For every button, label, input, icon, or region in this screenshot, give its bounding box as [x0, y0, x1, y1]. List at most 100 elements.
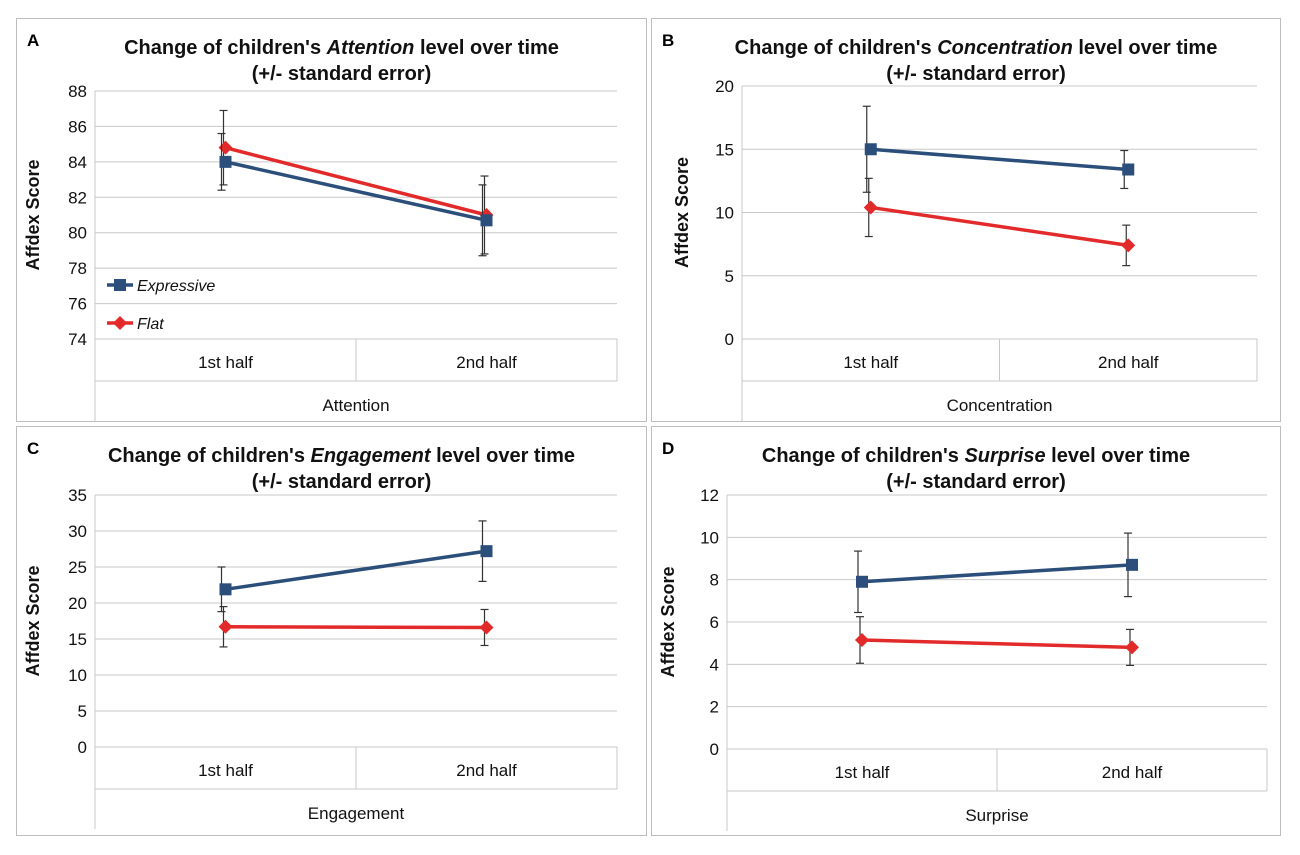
x-tick-label: 2nd half [456, 761, 517, 780]
series-line-flat [870, 205, 1129, 248]
x-axis-label: Surprise [965, 806, 1028, 825]
x-axis-label: Concentration [947, 396, 1053, 415]
y-tick-label: 88 [68, 82, 87, 101]
y-tick-label: 82 [68, 188, 87, 207]
series-line-expressive [870, 147, 1129, 172]
y-tick-label: 25 [68, 558, 87, 577]
y-tick-label: 84 [68, 153, 87, 172]
y-tick-label: 20 [68, 594, 87, 613]
x-axis-label: Attention [322, 396, 389, 415]
chart-title-pre: Change of children's [761, 445, 965, 467]
y-tick-label: 10 [700, 528, 719, 547]
chart-panel-engagement: C Change of children's Engagement level … [16, 426, 647, 836]
chart-title: Change of children's Concentration level… [692, 35, 1260, 87]
legend-marker-expressive [114, 279, 126, 291]
data-point-expressive [1122, 163, 1135, 176]
y-axis-label: Affdex Score [672, 157, 692, 268]
series-line-flat [225, 145, 487, 217]
data-point-expressive [480, 214, 493, 227]
y-tick-label: 20 [715, 77, 734, 96]
legend-label: Expressive [137, 278, 215, 295]
y-tick-label: 4 [710, 655, 719, 674]
chart-subtitle: (+/- standard error) [251, 471, 432, 493]
chart-panel-concentration: B Change of children's Concentration lev… [651, 18, 1281, 422]
y-tick-label: 0 [710, 740, 719, 759]
data-point-flat [855, 632, 869, 647]
series-line-expressive [861, 563, 1133, 584]
x-tick-label: 1st half [843, 353, 898, 372]
x-tick-label: 2nd half [1102, 763, 1163, 782]
legend-label: Flat [137, 316, 164, 333]
chart-title-pre: Change of children's [124, 37, 327, 59]
y-tick-label: 12 [700, 486, 719, 505]
y-tick-label: 5 [725, 267, 734, 286]
chart-plot: 74 76 78 80 82 84 86 88 1st half 2nd half Attentio… [23, 82, 618, 421]
data-point-flat [1125, 640, 1139, 655]
data-point-flat [863, 200, 878, 215]
x-tick-label: 2nd half [1098, 353, 1159, 372]
chart-title-emphasis: Attention [326, 37, 415, 59]
y-tick-label: 76 [68, 295, 87, 314]
chart-title-pre: Change of children's [734, 37, 938, 59]
data-point-expressive [219, 583, 232, 596]
data-point-expressive [864, 143, 877, 156]
y-tick-label: 86 [68, 117, 87, 136]
y-tick-label: 2 [710, 698, 719, 717]
y-tick-label: 74 [68, 330, 87, 349]
y-axis-label: Affdex Score [658, 566, 678, 677]
chart-subtitle: (+/- standard error) [886, 471, 1066, 493]
x-tick-label: 1st half [835, 763, 890, 782]
data-point-flat [218, 140, 233, 155]
chart-panel-surprise: D Change of children's Surprise level ov… [651, 426, 1281, 836]
y-tick-label: 0 [725, 330, 734, 349]
chart-plot: 0 5 10 15 20 1st half 2nd half Concentration Aff… [672, 77, 1258, 421]
y-tick-label: 10 [715, 204, 734, 223]
y-tick-label: 30 [68, 522, 87, 541]
chart-subtitle: (+/- standard error) [251, 63, 432, 85]
panel-letter: C [27, 439, 40, 458]
y-tick-label: 10 [68, 666, 87, 685]
chart-title: Change of children's Surprise level over… [692, 443, 1260, 495]
panel-letter: B [662, 31, 675, 50]
y-tick-label: 0 [78, 738, 87, 757]
chart-panel-attention: A Change of children's Attention level o… [16, 18, 647, 422]
chart-title-pre: Change of children's [107, 445, 311, 467]
y-tick-label: 35 [68, 486, 87, 505]
chart-title-emphasis: Surprise [964, 445, 1046, 467]
chart-title-post: level over time [430, 445, 576, 467]
chart-plot: 0 5 10 15 20 25 30 35 1st half 2nd half Engagement… [23, 486, 618, 829]
x-tick-label: 2nd half [456, 353, 517, 372]
series-line-expressive [225, 549, 487, 592]
chart-title: Change of children's Attention level ove… [57, 35, 626, 87]
x-axis-label: Engagement [308, 804, 405, 823]
y-tick-label: 15 [68, 630, 87, 649]
data-point-expressive [219, 155, 232, 168]
legend-marker-flat [113, 316, 127, 330]
panel-letter: D [662, 439, 675, 458]
y-axis-label: Affdex Score [23, 159, 43, 270]
series-line-flat [225, 625, 487, 630]
chart-subtitle: (+/- standard error) [886, 63, 1066, 85]
y-tick-label: 15 [715, 140, 734, 159]
data-point-expressive [1126, 558, 1138, 571]
data-point-expressive [480, 545, 493, 558]
data-point-flat [218, 619, 233, 634]
x-tick-label: 1st half [198, 761, 253, 780]
panel-letter: A [27, 31, 40, 50]
chart-title: Change of children's Engagement level ov… [57, 443, 626, 495]
chart-title-post: level over time [1045, 445, 1191, 467]
chart-title-emphasis: Concentration [937, 37, 1073, 59]
data-point-flat [1121, 238, 1136, 253]
data-point-expressive [856, 575, 868, 588]
x-tick-label: 1st half [198, 353, 253, 372]
y-tick-label: 6 [710, 613, 719, 632]
chart-title-emphasis: Engagement [310, 445, 431, 467]
data-point-flat [479, 620, 494, 635]
chart-title-post: level over time [414, 37, 559, 59]
y-tick-label: 5 [78, 702, 87, 721]
chart-plot: 0 2 4 6 8 10 12 1st half 2nd half Surprise Affdex … [658, 486, 1268, 831]
series-line-flat [861, 638, 1133, 650]
y-tick-label: 80 [68, 224, 87, 243]
series-line-expressive [225, 160, 487, 223]
y-tick-label: 78 [68, 259, 87, 278]
